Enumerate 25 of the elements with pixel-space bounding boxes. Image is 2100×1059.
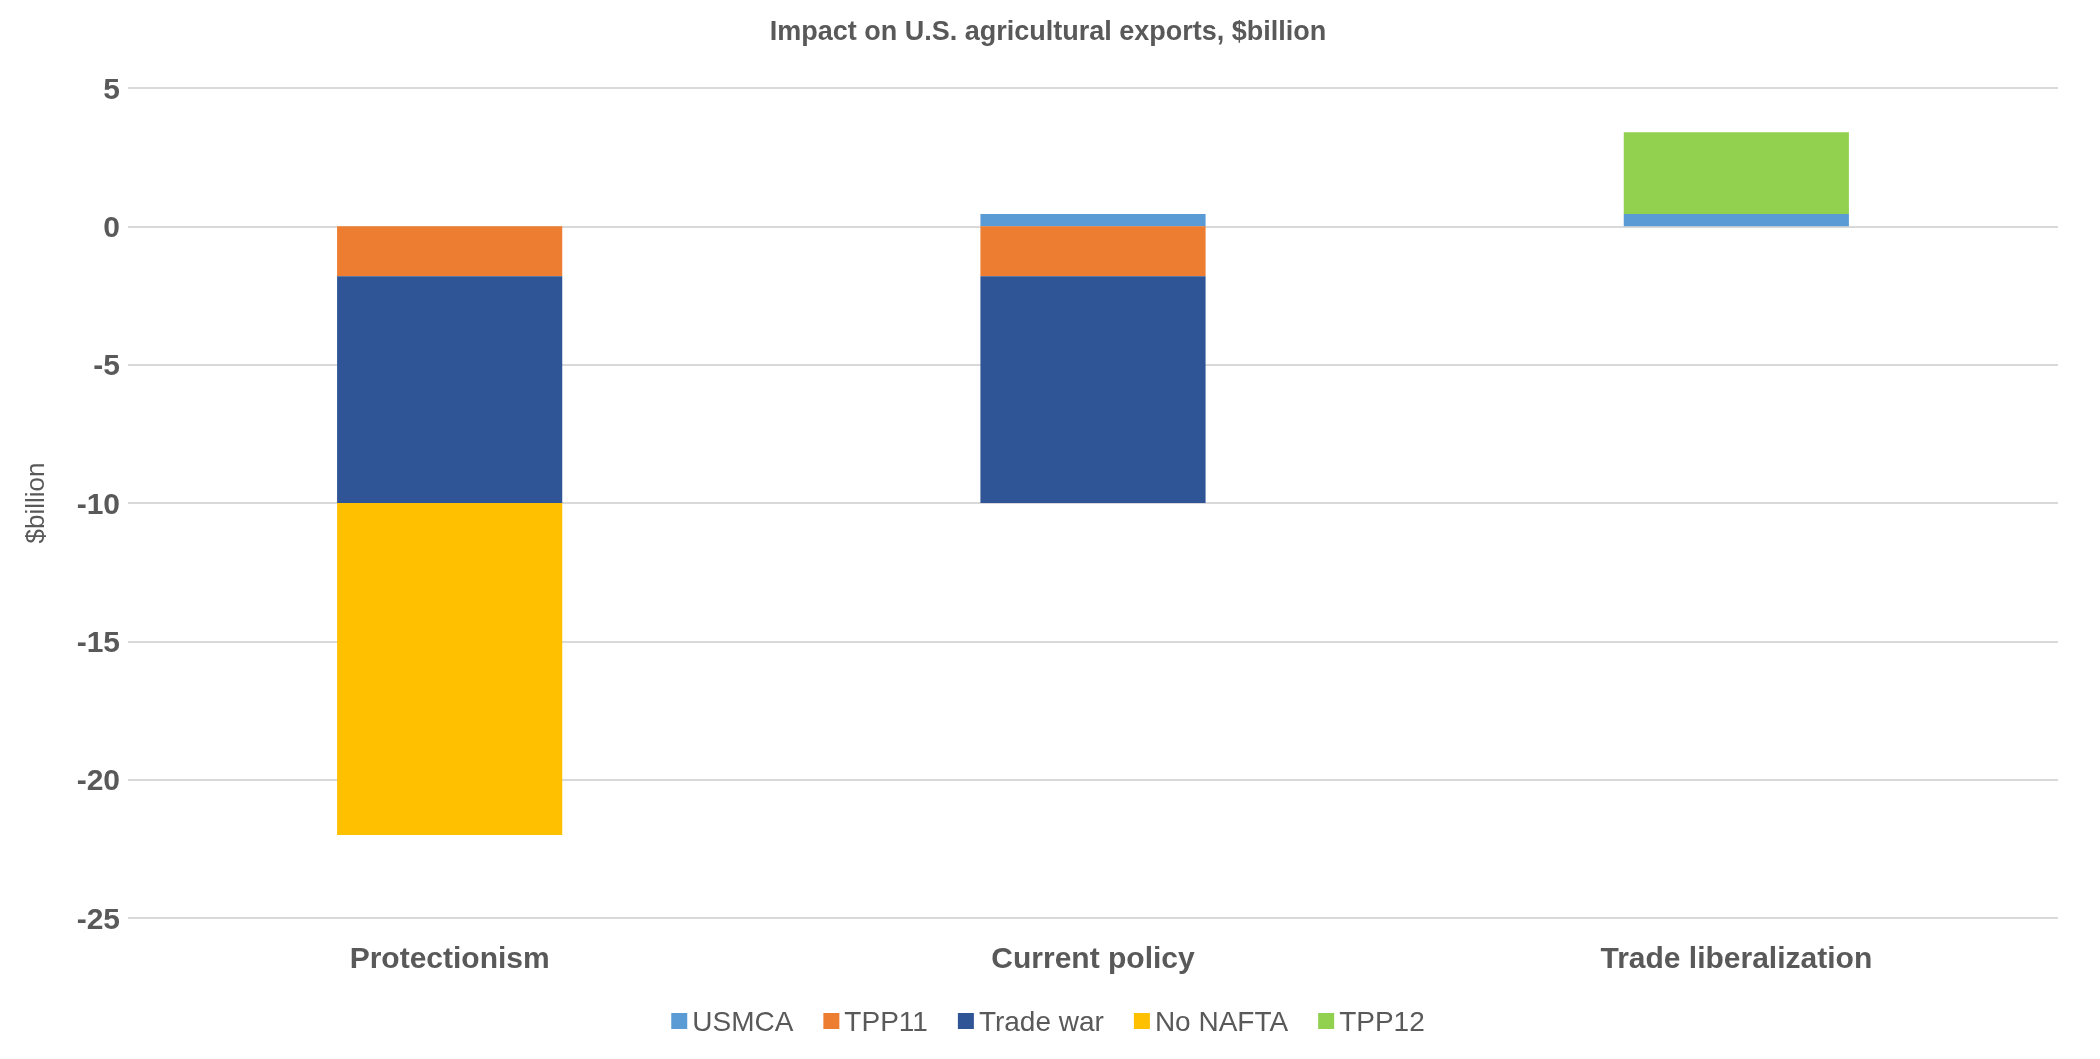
bar <box>1623 213 1849 227</box>
x-tick-label: Trade liberalization <box>1600 940 1873 974</box>
bar <box>337 503 563 835</box>
legend-label: No NAFTA <box>1154 1005 1289 1037</box>
bar <box>980 226 1206 277</box>
legend-label: Trade war <box>978 1005 1104 1037</box>
bar <box>337 226 563 277</box>
legend-label: TPP11 <box>844 1005 928 1037</box>
y-tick-label: -5 <box>93 348 120 382</box>
legend-label: USMCA <box>692 1005 794 1037</box>
legend-label: TPP12 <box>1339 1005 1425 1037</box>
bar <box>337 276 563 503</box>
bar <box>1623 132 1849 214</box>
y-tick-label: -15 <box>76 624 120 658</box>
y-tick-label: -25 <box>76 901 120 935</box>
bar <box>980 276 1206 503</box>
y-tick-label: -20 <box>76 763 120 797</box>
bar <box>980 213 1206 227</box>
y-tick-label: -10 <box>76 486 120 520</box>
y-tick-label: 0 <box>103 209 120 243</box>
y-tick-label: 5 <box>103 71 120 105</box>
chart-title: Impact on U.S. agricultural exports, $billion <box>769 15 1327 46</box>
x-tick-label: Current policy <box>991 940 1195 974</box>
x-tick-label: Protectionism <box>349 940 550 974</box>
y-axis-title: $billion <box>20 462 50 544</box>
